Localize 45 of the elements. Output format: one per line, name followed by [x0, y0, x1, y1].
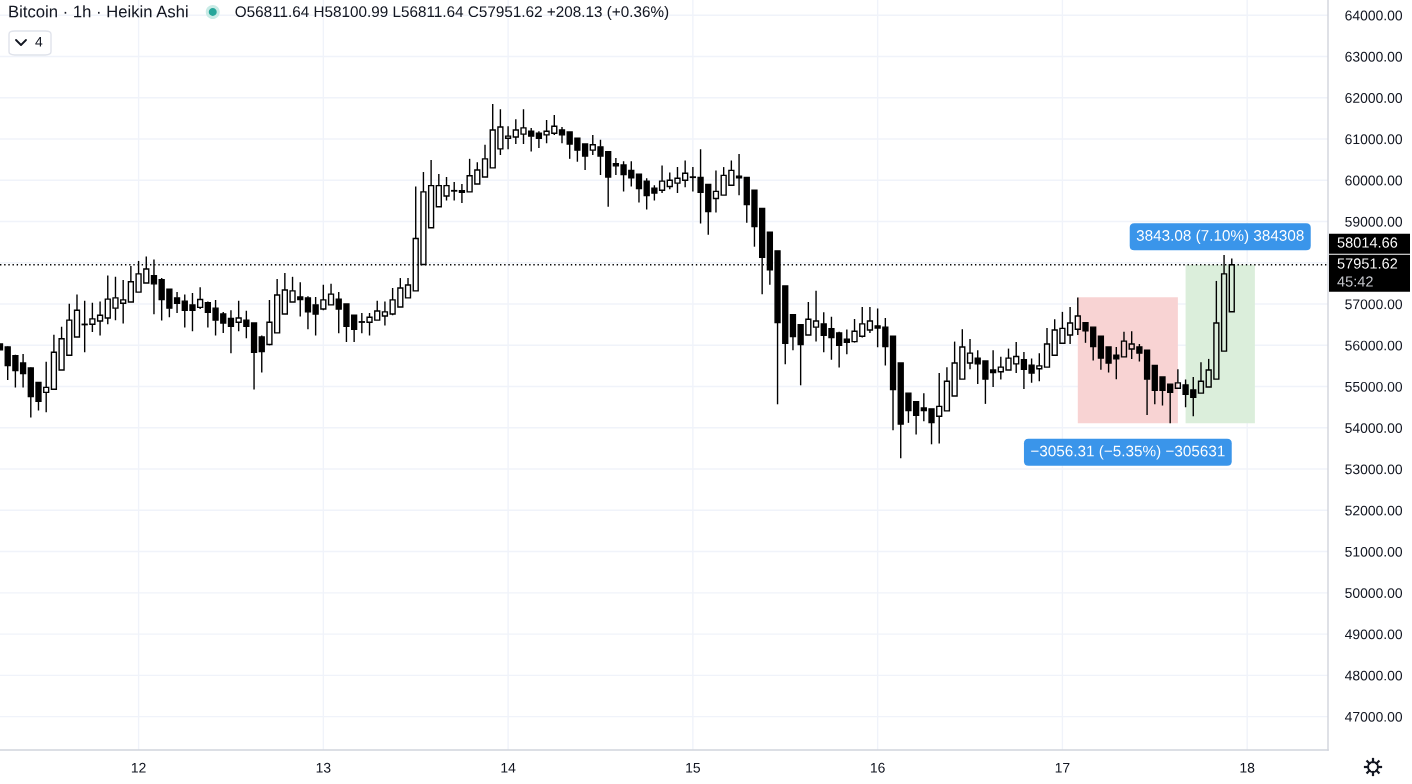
- annotation: 4: [35, 37, 43, 47]
- candlestick: [889, 335, 897, 431]
- chart-subtitle: O56811.64 H58100.99 L56811.64 C57951.62 +208.13 (+0.36%): [235, 5, 669, 21]
- y-tick-label: 53000.00: [1345, 464, 1403, 475]
- candlestick: [404, 277, 412, 299]
- text: 45:42: [1337, 276, 1373, 287]
- text: 58014.66: [1337, 237, 1398, 248]
- y-tick-label: 47000.00: [1344, 711, 1403, 722]
- candlestick: [558, 126, 566, 144]
- y-tick-label: 55000.00: [1345, 381, 1403, 392]
- y-tick-label: 64000.00: [1345, 10, 1403, 21]
- y-tick-label: 51000.00: [1345, 546, 1403, 557]
- candlestick: [635, 173, 643, 204]
- y-tick-label: 62000.00: [1345, 93, 1403, 103]
- annotation: −3056.31 (−5.35%) −305631: [1031, 445, 1225, 460]
- x-tick-label: 18: [1240, 762, 1255, 773]
- candlestick: [481, 144, 489, 178]
- y-tick-label: 61000.00: [1345, 134, 1403, 145]
- y-tick-label: 48000.00: [1344, 670, 1403, 681]
- candlestick: [327, 283, 335, 306]
- candlestick: [73, 293, 81, 338]
- x-tick-label: 15: [686, 763, 701, 773]
- candlestick: [1197, 361, 1205, 394]
- y-tick-label: 57000.00: [1345, 299, 1403, 310]
- y-tick-label: 60000.00: [1345, 175, 1403, 186]
- y-tick-label: 63000.00: [1345, 51, 1403, 62]
- chart-title: Bitcoin · 1h · Heikin Ashi: [9, 5, 188, 18]
- x-tick-label: 16: [870, 762, 885, 773]
- y-tick-label: 52000.00: [1345, 505, 1403, 516]
- ref-line-label: 57951.62: [1337, 258, 1398, 269]
- annotation: 3843.08 (7.10%) 384308: [1136, 229, 1304, 244]
- x-tick-label: 13: [316, 762, 331, 773]
- candlestick: [1120, 330, 1128, 358]
- y-tick-label: 49000.00: [1344, 629, 1403, 640]
- candlestick: [712, 169, 720, 214]
- x-tick-label: 14: [501, 763, 516, 773]
- candlestick: [1043, 327, 1051, 368]
- y-tick-label: 54000.00: [1345, 423, 1403, 433]
- candlestick: [966, 338, 974, 370]
- y-tick-label: 50000.00: [1345, 588, 1403, 598]
- y-tick-label: 59000.00: [1345, 216, 1403, 227]
- candlestick: [227, 309, 235, 354]
- x-tick-label: 12: [131, 762, 146, 773]
- x-tick-label: 17: [1055, 763, 1070, 773]
- y-tick-label: 56000.00: [1345, 340, 1403, 351]
